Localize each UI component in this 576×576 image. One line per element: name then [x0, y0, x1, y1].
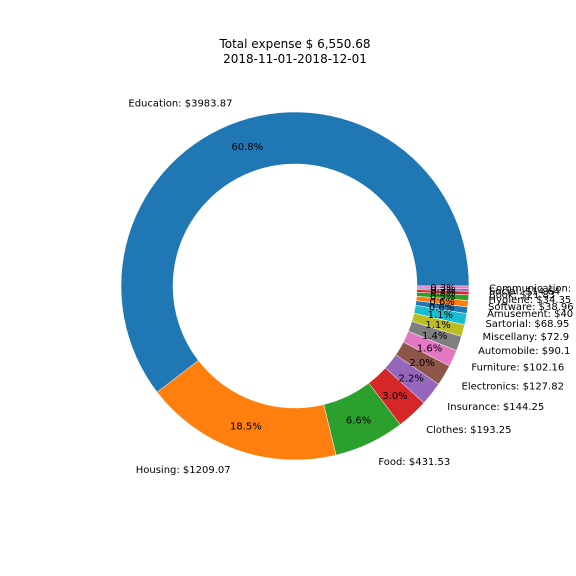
- slice-percent-hygiene: 0.5%: [430, 292, 455, 303]
- slice-label-amusement: Amusement: $40: [487, 309, 573, 320]
- slice-percent-furniture: 1.6%: [417, 344, 442, 355]
- chart-title: Total expense $ 6,550.68: [218, 37, 370, 51]
- slice-percent-amusement: 0.6%: [429, 303, 454, 314]
- slice-label-miscellany: Miscellany: $72.9: [483, 332, 570, 343]
- slice-label-housing: Housing: $1209.07: [136, 465, 231, 476]
- slice-percent-miscellany: 1.1%: [425, 320, 450, 331]
- slice-label-social: Social: $14.64: [489, 286, 560, 297]
- slice-percent-food: 6.6%: [346, 416, 371, 427]
- slice-label-software: Software: $38.96: [488, 302, 574, 313]
- slice-label-sartorial: Sartorial: $68.95: [485, 319, 569, 330]
- slice-label-education: Education: $3983.87: [128, 98, 232, 109]
- slice-percent-communication: 0.3%: [430, 283, 455, 294]
- slice-label-clothes: Clothes: $193.25: [426, 425, 511, 436]
- slice-percent-social: 0.2%: [430, 285, 455, 296]
- chart-subtitle: 2018-11-01-2018-12-01: [223, 52, 367, 66]
- slice-label-automobile: Automobile: $90.1: [478, 346, 570, 357]
- slice-percent-book: 0.3%: [430, 288, 455, 299]
- slice-percent-automobile: 1.4%: [422, 331, 447, 342]
- slice-label-insurance: Insurance: $144.25: [447, 402, 544, 413]
- slice-percent-education: 60.8%: [231, 142, 263, 153]
- label-group: Education: $3983.87 60.8% Housing: $1209.0…: [128, 98, 573, 476]
- slice-percent-sartorial: 1.1%: [428, 310, 453, 321]
- slice-communication: [416, 285, 470, 290]
- slice-percent-clothes: 3.0%: [382, 391, 407, 402]
- slice-percent-housing: 18.5%: [230, 422, 262, 433]
- slice-label-food: Food: $431.53: [378, 457, 450, 468]
- slice-label-communication: Communication:: [489, 284, 571, 295]
- slice-label-book: Book: $21.83: [489, 290, 555, 301]
- slice-percent-insurance: 2.2%: [398, 374, 423, 385]
- slice-label-hygiene: Hygiene: $34.35: [489, 295, 572, 306]
- slice-label-electronics: Electronics: $127.82: [462, 381, 564, 392]
- slice-group: [120, 111, 470, 461]
- slice-housing: [156, 360, 337, 461]
- slice-percent-electronics: 2.0%: [409, 358, 434, 369]
- slice-percent-software: 0.6%: [430, 297, 455, 308]
- slice-label-furniture: Furniture: $102.16: [471, 363, 564, 374]
- slice-education: [120, 111, 470, 393]
